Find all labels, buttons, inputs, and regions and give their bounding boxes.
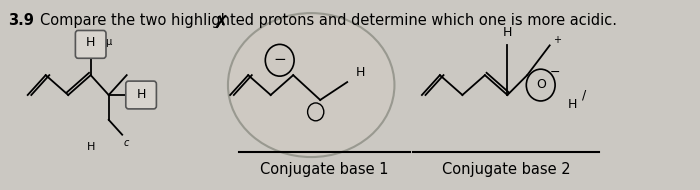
- Text: O: O: [536, 78, 545, 91]
- Text: Compare the two highlighted protons and determine which one is more acidic.: Compare the two highlighted protons and …: [41, 13, 617, 28]
- Ellipse shape: [228, 13, 395, 157]
- Text: H: H: [87, 142, 95, 152]
- FancyBboxPatch shape: [76, 30, 106, 58]
- Text: Conjugate base 1: Conjugate base 1: [260, 162, 389, 177]
- Text: ✗: ✗: [214, 13, 229, 32]
- Text: c: c: [123, 138, 129, 148]
- Text: −: −: [273, 52, 286, 67]
- Text: μ: μ: [105, 37, 111, 47]
- Text: H: H: [86, 36, 95, 49]
- Text: H: H: [568, 98, 577, 111]
- Text: H: H: [356, 66, 365, 79]
- Text: 3.9: 3.9: [8, 13, 34, 28]
- Text: /: /: [582, 89, 586, 101]
- FancyBboxPatch shape: [126, 81, 156, 109]
- Text: H: H: [136, 88, 146, 101]
- Text: Conjugate base 2: Conjugate base 2: [442, 162, 570, 177]
- Text: −: −: [550, 66, 561, 79]
- Text: +: +: [553, 35, 561, 45]
- Text: H: H: [503, 26, 512, 39]
